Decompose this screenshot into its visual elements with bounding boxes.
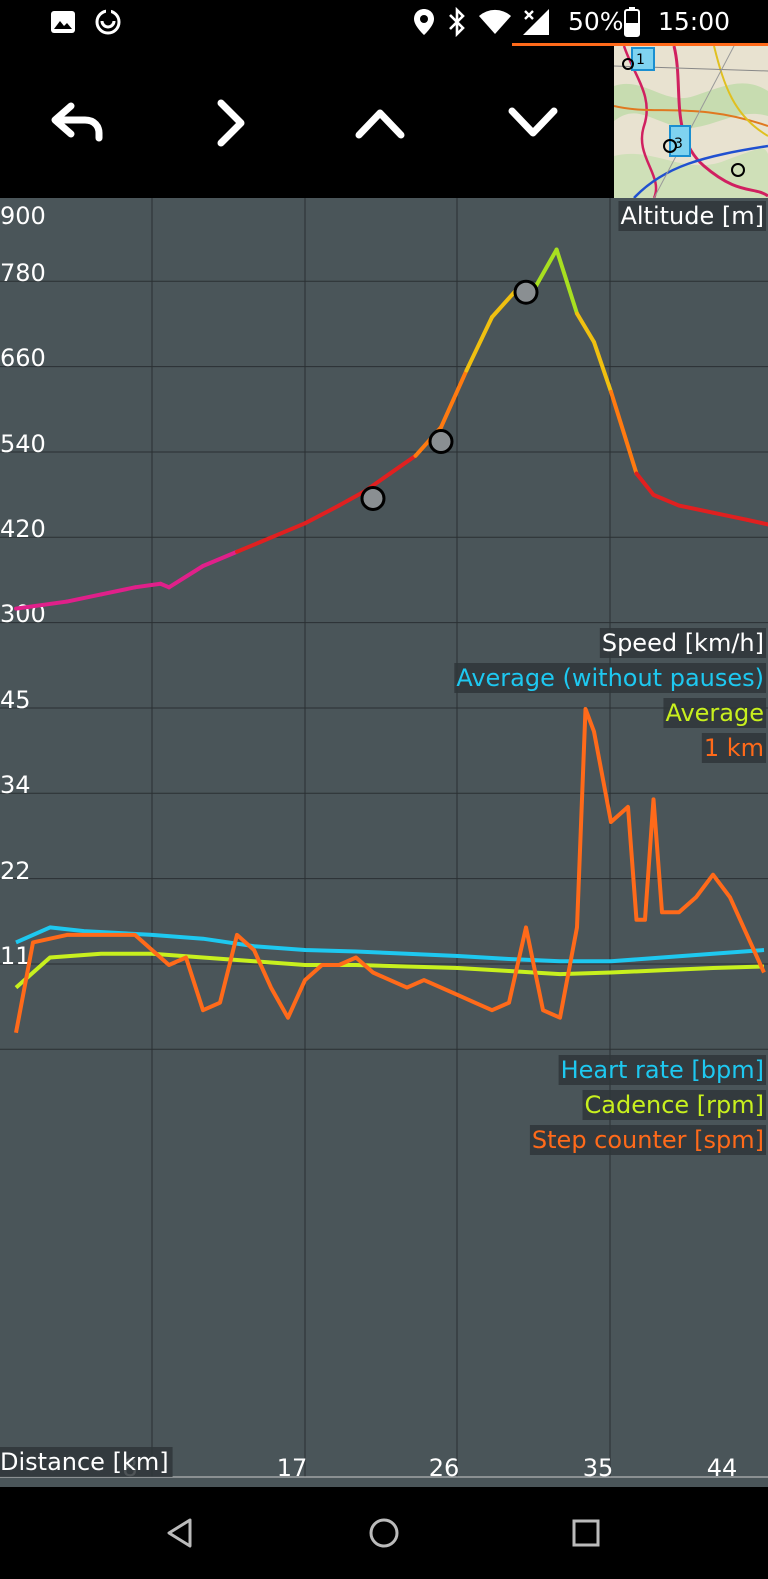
square-recents-icon [572, 1519, 600, 1547]
nav-recents-button[interactable] [566, 1513, 606, 1553]
chevron-right-icon [217, 99, 245, 147]
altitude-tick-label: 660 [0, 344, 46, 372]
altitude-line-segment [303, 503, 341, 526]
altitude-tick-label: 900 [0, 202, 46, 230]
clock: 15:00 [658, 7, 731, 36]
altitude-line-segment [235, 535, 273, 554]
altitude-line-segment [575, 311, 596, 344]
down-button[interactable] [498, 88, 568, 158]
triangle-back-icon [167, 1518, 192, 1548]
chevron-down-icon [508, 107, 558, 137]
legend-average-without-pauses-bg [454, 663, 766, 693]
wifi-icon [479, 9, 511, 34]
battery-percentage: 50% [568, 7, 624, 36]
speed-tick-label: 34 [0, 771, 31, 799]
altitude-line-segment [651, 492, 681, 508]
legend-step-counter-bg [529, 1125, 766, 1155]
speed-series-average [14, 951, 765, 990]
altitude-axis-label: Altitude [m] [620, 202, 764, 230]
speed-tick-label: 45 [0, 686, 31, 714]
altitude-line-segment [167, 563, 205, 590]
map-marker-3: 3 [674, 136, 683, 152]
altitude-tick-label: 780 [0, 259, 46, 287]
altitude-line-segment [711, 510, 749, 522]
speed-axis-label: Speed [km/h] [602, 629, 764, 657]
legend-average-without-pauses: Average (without pauses) [456, 664, 764, 692]
legend-1km-bg [701, 733, 766, 763]
altitude-line-segment [464, 315, 494, 373]
up-button[interactable] [345, 88, 415, 158]
waypoint-marker [513, 279, 539, 305]
legend-average: Average [665, 699, 764, 727]
altitude-line-segment [439, 368, 469, 430]
progress-underline [512, 43, 768, 46]
speed-series-average-without-pauses- [15, 925, 765, 964]
altitude-line-segment [337, 489, 367, 508]
legend-cadence-bg [582, 1090, 766, 1120]
legend-heart-rate: Heart rate [bpm] [561, 1056, 764, 1084]
battery-icon [624, 7, 640, 37]
legend-cadence: Cadence [rpm] [585, 1091, 764, 1119]
altitude-line-segment [269, 521, 307, 540]
altitude-line-segment [609, 389, 639, 476]
altitude-axis-label-bg [618, 201, 766, 231]
distance-axis-label: Distance [km] [0, 1448, 169, 1476]
distance-axis-label-bg [0, 1447, 173, 1477]
circle-home-icon [369, 1518, 399, 1548]
altitude-tick-label: 420 [0, 515, 46, 543]
toolbar [0, 46, 614, 198]
altitude-line-segment [490, 286, 520, 320]
minimap[interactable]: 1 3 [614, 46, 768, 198]
legend-1km: 1 km [704, 734, 764, 762]
status-bar: 50% 15:00 [0, 0, 768, 46]
speed-tick-label: 11 [0, 942, 31, 970]
altitude-line-segment [14, 599, 69, 611]
distance-tick-label: 35 [583, 1454, 614, 1482]
legend-heart-rate-bg [558, 1055, 766, 1085]
altitude-line-segment [388, 453, 418, 476]
altitude-tick-label: 540 [0, 430, 46, 458]
legend-step-counter: Step counter [spm] [532, 1126, 764, 1154]
distance-tick-label: 17 [277, 1454, 308, 1482]
nav-home-button[interactable] [364, 1513, 404, 1553]
altitude-line-segment [133, 581, 163, 590]
system-nav-bar [0, 1487, 768, 1579]
altitude-line-segment [745, 517, 768, 527]
altitude-line-segment [201, 549, 239, 568]
back-arrow-icon [51, 102, 103, 142]
chevron-up-icon [355, 109, 405, 139]
next-button[interactable] [196, 88, 266, 158]
nav-back-button[interactable] [160, 1513, 200, 1553]
distance-tick-label: 44 [707, 1454, 738, 1482]
distance-tick-label: 26 [429, 1454, 460, 1482]
image-icon [51, 11, 75, 33]
altitude-line-segment [532, 247, 559, 291]
speed-axis-label-bg [599, 628, 766, 658]
altitude-line-segment [592, 339, 613, 394]
map-marker-1: 1 [636, 52, 645, 68]
altitude-line-segment [554, 247, 579, 316]
sync-icon [95, 9, 121, 35]
speed-series-1-km [14, 707, 766, 1034]
altitude-line-segment [65, 592, 103, 604]
waypoint-marker [360, 485, 386, 511]
speed-tick-label: 22 [0, 857, 31, 885]
back-button[interactable] [42, 88, 112, 158]
signal-icon [523, 9, 549, 35]
waypoint-marker [428, 429, 454, 455]
bluetooth-icon [449, 7, 465, 37]
altitude-line-segment [634, 471, 656, 497]
altitude-line-segment [677, 503, 715, 515]
legend-average-bg [663, 698, 766, 728]
map-image: 1 3 [614, 46, 768, 198]
location-icon [414, 9, 434, 35]
altitude-line-segment [99, 585, 137, 597]
